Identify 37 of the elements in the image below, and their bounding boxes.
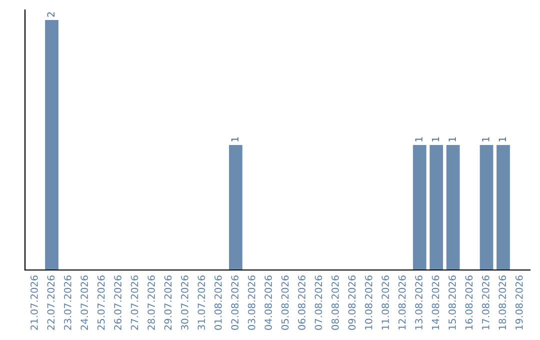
data-label: 1 — [415, 137, 422, 142]
x-tick-label: 14.08.2026 — [432, 275, 440, 330]
x-tick-label: 18.08.2026 — [498, 275, 506, 330]
x-tick-label: 31.07.2026 — [198, 275, 206, 330]
x-tick-label: 29.07.2026 — [164, 275, 172, 330]
x-tick-label: 21.07.2026 — [30, 275, 38, 330]
x-tick-label: 17.08.2026 — [482, 275, 490, 330]
data-label: 1 — [498, 137, 506, 142]
x-tick-label: 05.08.2026 — [281, 275, 289, 330]
x-tick-label: 13.08.2026 — [415, 275, 422, 330]
x-tick-label: 08.08.2026 — [331, 275, 339, 330]
x-tick-label: 04.08.2026 — [264, 275, 272, 330]
data-label: 1 — [482, 137, 490, 142]
data-label: 1 — [231, 137, 238, 142]
x-tick-label: 12.08.2026 — [398, 275, 406, 330]
x-tick-label: 11.08.2026 — [382, 275, 390, 330]
x-tick-label: 26.07.2026 — [114, 275, 122, 330]
x-tick-label: 09.08.2026 — [348, 275, 356, 330]
data-label: 2 — [47, 12, 54, 17]
x-tick-label: 01.08.2026 — [214, 275, 222, 330]
x-tick-label: 02.08.2026 — [231, 275, 239, 330]
x-tick-label: 03.08.2026 — [248, 275, 256, 330]
x-tick-label: 24.07.2026 — [80, 275, 88, 330]
data-label: 1 — [448, 137, 456, 142]
x-tick-label: 15.08.2026 — [448, 275, 456, 330]
x-tick-label: 07.08.2026 — [314, 275, 322, 330]
x-tick-label: 22.07.2026 — [47, 275, 55, 330]
x-tick-label: 30.07.2026 — [180, 275, 188, 330]
x-tick-label: 28.07.2026 — [148, 275, 155, 330]
data-label: 1 — [432, 137, 440, 142]
x-tick-label: 25.07.2026 — [97, 275, 105, 330]
x-tick-label: 10.08.2026 — [364, 275, 372, 330]
x-tick-label: 06.08.2026 — [298, 275, 306, 330]
x-tick-label: 23.07.2026 — [64, 275, 72, 330]
x-tick-label: 16.08.2026 — [465, 275, 473, 330]
x-tick-label: 27.07.2026 — [130, 275, 138, 330]
x-tick-label: 19.08.2026 — [515, 275, 523, 330]
